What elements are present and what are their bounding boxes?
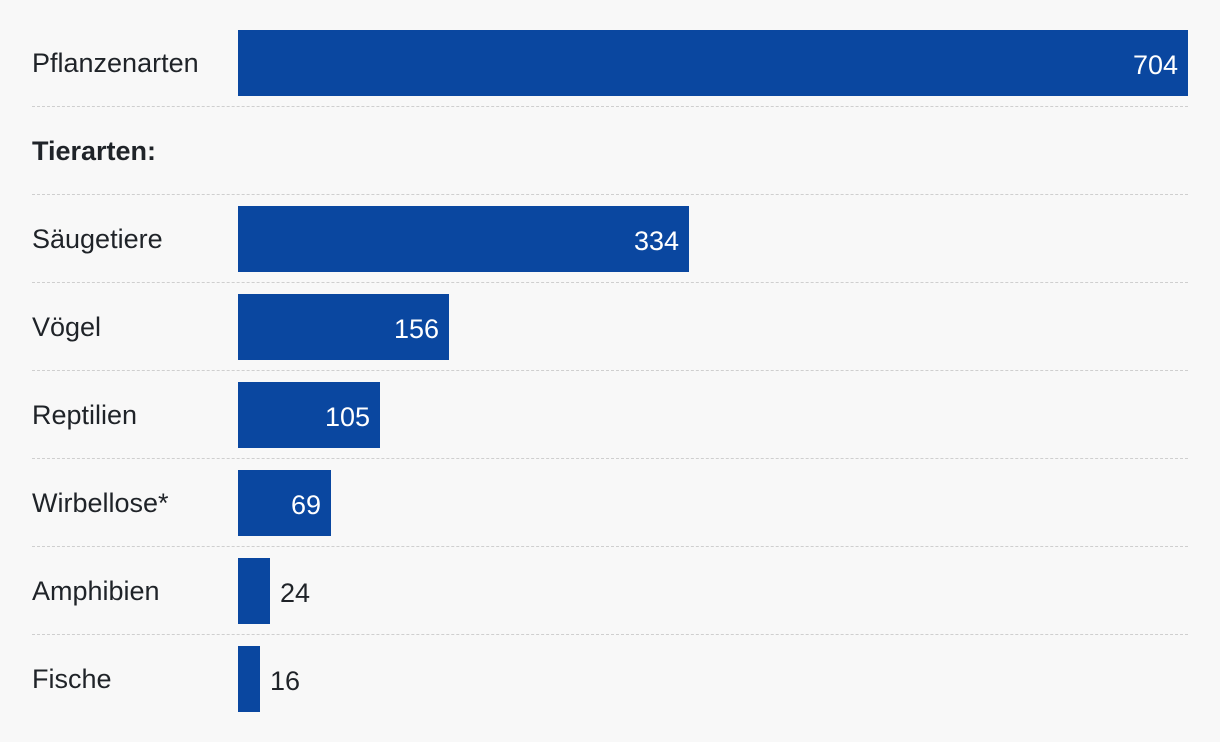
bar: [238, 206, 689, 272]
bar: [238, 470, 331, 536]
bar-row: Reptilien 105: [32, 371, 1188, 459]
value-label: 105: [324, 402, 370, 432]
category-label: Reptilien: [32, 400, 138, 430]
value-label: 69: [290, 490, 321, 520]
bar-row: Fische 16: [32, 635, 1188, 723]
value-label: 16: [270, 666, 301, 696]
category-label: Säugetiere: [32, 224, 163, 254]
bar-row: Säugetiere 334: [32, 195, 1188, 283]
bar: [238, 558, 270, 624]
value-label: 156: [393, 314, 439, 344]
category-label: Pflanzenarten: [32, 48, 199, 78]
bar: [238, 646, 260, 712]
value-label: 24: [280, 578, 311, 608]
bar-row: Wirbellose* 69: [32, 459, 1188, 547]
category-label: Amphibien: [32, 576, 160, 606]
bar: [238, 294, 449, 360]
category-label: Fische: [32, 664, 112, 694]
value-label: 704: [1132, 50, 1178, 80]
bar: [238, 382, 380, 448]
category-label: Vögel: [32, 312, 102, 342]
bar: [238, 30, 1188, 96]
category-label: Wirbellose*: [32, 488, 169, 518]
section-label: Tierarten:: [32, 136, 157, 166]
value-label: 334: [633, 226, 679, 256]
section-header-row: Tierarten:: [32, 107, 1188, 195]
bar-row: Amphibien 24: [32, 547, 1188, 635]
bar-row: Pflanzenarten 704: [32, 19, 1188, 107]
bar-row: Vögel 156: [32, 283, 1188, 371]
